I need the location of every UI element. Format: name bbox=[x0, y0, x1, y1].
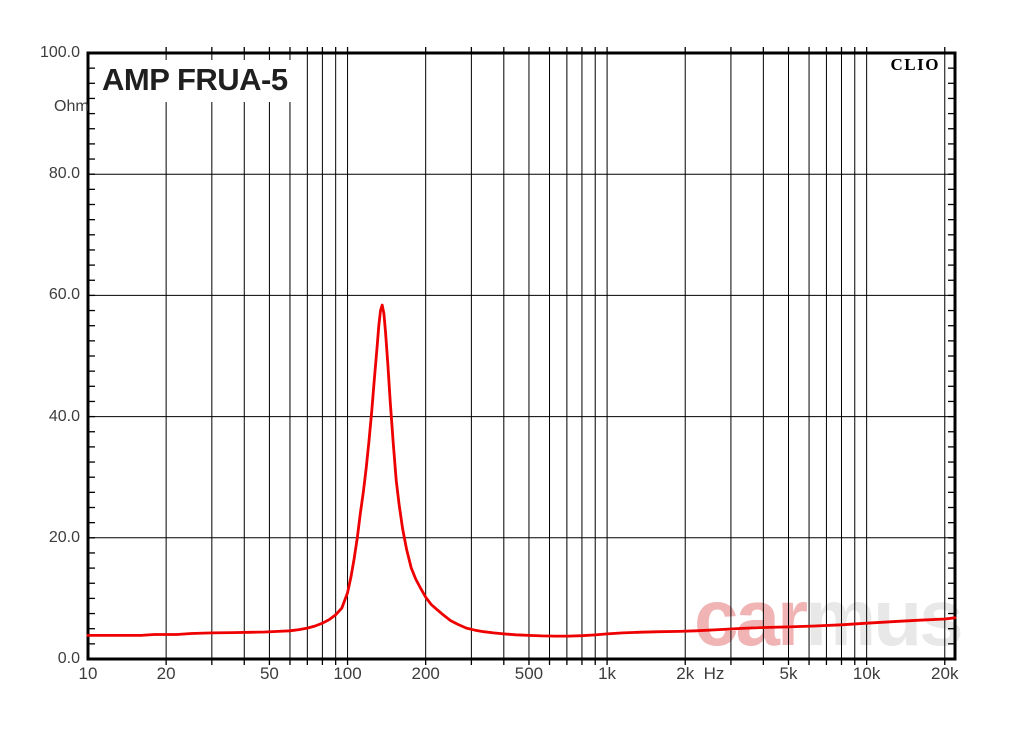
y-tick-label: 100.0 bbox=[39, 44, 80, 61]
chart-title: AMP FRUA-5 bbox=[96, 60, 296, 102]
x-tick-label: 1k bbox=[598, 664, 617, 683]
watermark-text-red: car bbox=[694, 573, 808, 662]
x-tick-label: 500 bbox=[514, 664, 544, 683]
impedance-curve bbox=[86, 303, 957, 638]
x-tick-label: 50 bbox=[259, 664, 279, 683]
y-tick-label: 20.0 bbox=[48, 528, 80, 546]
x-tick-label: 20k bbox=[931, 664, 959, 683]
x-axis-unit-label: Hz bbox=[703, 664, 725, 683]
x-tick-label: 20 bbox=[156, 664, 176, 683]
x-tick-label: 5k bbox=[779, 664, 798, 683]
y-axis-unit-label: Ohm bbox=[54, 98, 89, 115]
clio-logo: CLIO bbox=[888, 55, 942, 75]
x-tick-label: 100 bbox=[333, 664, 362, 683]
plot-border bbox=[86, 51, 957, 661]
y-tick-label: 0.0 bbox=[57, 650, 80, 667]
y-tick-label: 80.0 bbox=[48, 165, 80, 183]
x-tick-label: 10 bbox=[78, 664, 98, 683]
watermark-text-gray: mus bbox=[805, 573, 963, 662]
y-tick-label: 40.0 bbox=[48, 407, 80, 425]
watermark: carmus bbox=[694, 578, 964, 658]
x-tick-label: 200 bbox=[411, 664, 440, 683]
y-tick-label: 60.0 bbox=[48, 286, 80, 304]
x-tick-label: 2k bbox=[676, 664, 695, 683]
x-tick-label: 10k bbox=[852, 664, 881, 683]
